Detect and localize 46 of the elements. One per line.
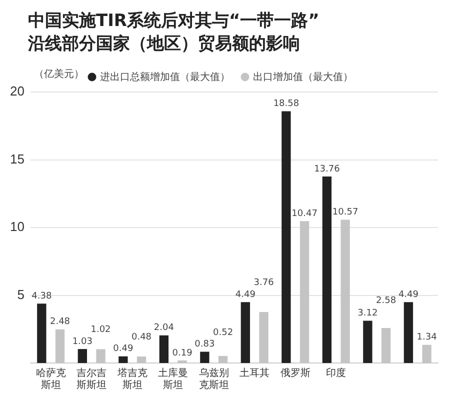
data-label: 0.49 bbox=[113, 344, 134, 354]
bar bbox=[240, 302, 250, 363]
data-label: 13.76 bbox=[314, 164, 340, 174]
bar bbox=[78, 349, 88, 363]
data-label: 0.52 bbox=[213, 328, 234, 338]
x-tick-label: 俄罗斯 bbox=[280, 366, 310, 379]
bar bbox=[37, 304, 46, 363]
data-label: 18.58 bbox=[273, 99, 300, 110]
bar bbox=[159, 335, 169, 363]
data-label: 2.48 bbox=[50, 317, 70, 328]
data-label: 4.49 bbox=[235, 290, 256, 300]
x-tick-label: 塔吉克斯坦 bbox=[116, 366, 148, 391]
bar bbox=[200, 352, 210, 363]
data-label: 1.34 bbox=[416, 332, 438, 343]
data-label: 10.57 bbox=[332, 208, 358, 218]
data-label: 4.49 bbox=[398, 290, 419, 300]
y-tick-label: 10 bbox=[10, 219, 24, 234]
x-tick-label: 印度 bbox=[326, 366, 346, 379]
data-label: 1.02 bbox=[90, 325, 111, 336]
x-tick-label: 哈萨克斯坦 bbox=[36, 366, 66, 391]
x-tick-label: 土耳其 bbox=[240, 366, 270, 379]
data-label: 0.19 bbox=[172, 348, 193, 358]
data-label: 2.58 bbox=[376, 296, 396, 306]
bar bbox=[363, 320, 372, 363]
data-label: 3.12 bbox=[358, 308, 378, 319]
chart-title: 中国实施TIR系统后对其与“一带一路” 沿线部分国家（地区）贸易额的影响 bbox=[28, 10, 320, 56]
data-label: 0.48 bbox=[131, 332, 152, 342]
y-axis-title: （亿美元） bbox=[34, 68, 84, 81]
data-label: 3.76 bbox=[254, 278, 274, 288]
y-tick-label: 15 bbox=[10, 151, 24, 166]
bar bbox=[282, 111, 291, 363]
y-tick-label: 20 bbox=[10, 84, 24, 99]
x-tick-label: 土库曼斯坦 bbox=[158, 366, 188, 391]
legend-label: 进出口总额增加值（最大值） bbox=[100, 70, 230, 83]
data-label: 2.04 bbox=[154, 323, 174, 334]
data-label: 10.47 bbox=[292, 208, 318, 219]
y-tick-label: 5 bbox=[17, 286, 24, 302]
bar bbox=[118, 356, 128, 363]
data-label: 1.03 bbox=[72, 336, 92, 347]
bar bbox=[322, 176, 332, 363]
x-tick-label: 乌兹别克斯坦 bbox=[198, 366, 229, 391]
bar bbox=[404, 302, 414, 363]
data-label: 4.38 bbox=[32, 291, 52, 302]
legend-label: 出口增加值（最大值） bbox=[253, 70, 353, 83]
data-label: 0.83 bbox=[194, 340, 215, 350]
x-tick-label: 吉尔吉斯斯坦 bbox=[76, 366, 107, 391]
